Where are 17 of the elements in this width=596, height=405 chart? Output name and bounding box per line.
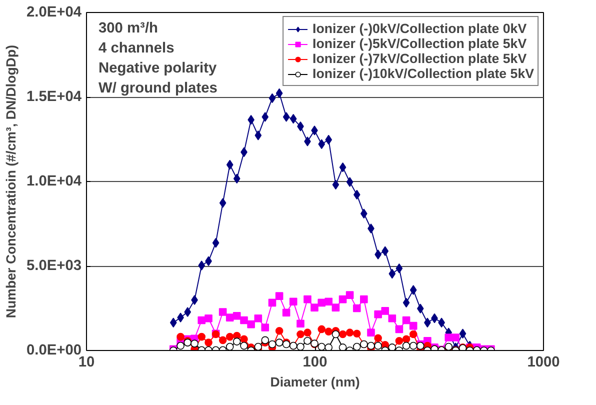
annotation: W/ ground plates xyxy=(98,80,218,96)
y-tick-label: 1.5E+04 xyxy=(26,89,82,105)
legend-label: Ionizer (-)5kV/Collection plate 5kV xyxy=(312,36,527,51)
annotation: Negative polarity xyxy=(98,60,218,76)
y-axis-title: Number Concentratioin (#/cm³, DN/DlogDp) xyxy=(3,44,18,318)
y-tick-label: 2.0E+04 xyxy=(26,4,82,20)
x-tick-label: 10 xyxy=(78,354,95,370)
legend-label: Ionizer (-)10kV/Collection plate 5kV xyxy=(312,66,534,81)
legend-label: Ionizer (-)0kV/Collection plate 0kV xyxy=(312,21,527,36)
legend-label: Ionizer (-)7kV/Collection plate 5kV xyxy=(312,51,527,66)
x-tick-label: 100 xyxy=(302,354,328,370)
x-tick-label: 1000 xyxy=(527,354,560,370)
annotation: 300 m³/h xyxy=(98,20,158,36)
y-tick-label: 5.0E+03 xyxy=(26,258,82,274)
y-tick-label: 1.0E+04 xyxy=(26,174,82,190)
x-axis-title: Diameter (nm) xyxy=(270,374,360,390)
annotation: 4 channels xyxy=(98,40,174,56)
